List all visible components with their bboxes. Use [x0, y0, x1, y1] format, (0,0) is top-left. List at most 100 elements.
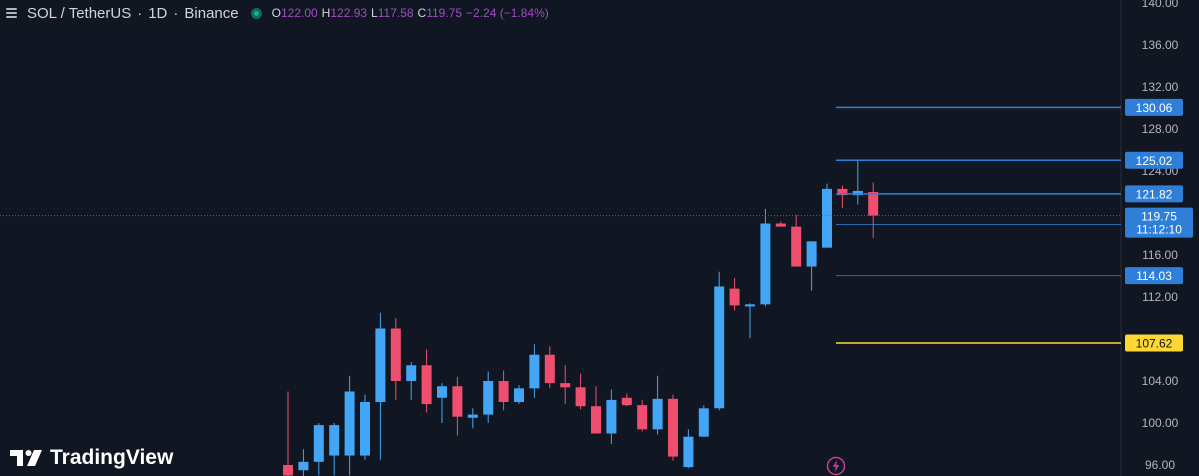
last-price-value: 119.75 [1141, 210, 1177, 224]
candle-body [868, 192, 879, 216]
candle-body [452, 386, 463, 417]
candle-body [375, 328, 386, 402]
separator: · [137, 4, 143, 22]
candle [683, 429, 694, 469]
flash-icon[interactable] [826, 456, 846, 476]
candle [529, 344, 540, 398]
ohlc-key: L [371, 6, 378, 20]
level-label-text: 114.03 [1136, 269, 1172, 283]
candle-body [344, 391, 355, 456]
level-label: 121.82 [1125, 185, 1183, 203]
candle-body [591, 406, 601, 434]
candle-body [360, 402, 370, 456]
tradingview-logo[interactable]: TradingView [10, 446, 173, 470]
candle-body [406, 365, 417, 381]
ohlc-value: 119.75 [426, 6, 463, 20]
level-label-bg [1125, 334, 1183, 352]
candle [806, 241, 817, 291]
candle-body [822, 188, 832, 248]
interval[interactable]: 1D [148, 4, 168, 22]
candle [498, 370, 509, 411]
candle [483, 371, 494, 423]
exchange: Binance [184, 4, 239, 22]
ohlc-key: O [271, 6, 281, 20]
y-tick-label: 112.00 [1142, 290, 1178, 304]
y-tick-label: 128.00 [1142, 122, 1179, 136]
price-change: −2.24 (−1.84%) [466, 6, 549, 20]
candle [852, 159, 863, 205]
price-axis[interactable]: 140.00136.00132.00128.00124.00116.00112.… [1125, 0, 1193, 472]
symbol-header[interactable]: SOL / TetherUS · 1D · Binance O122.00 H1… [6, 3, 549, 23]
candle-body [514, 388, 524, 402]
symbol-name[interactable]: SOL / TetherUS [27, 4, 132, 22]
tradingview-logo-icon [10, 450, 42, 466]
candle [575, 373, 586, 410]
level-label: 107.62 [1125, 334, 1183, 352]
ohlc-values: O122.00 H122.93 L117.58 C119.75 −2.24 (−… [272, 6, 549, 20]
level-label-bg [1125, 151, 1183, 169]
level-label-bg [1125, 267, 1183, 285]
countdown-timer: 11:12:10 [1136, 223, 1182, 237]
candle [390, 318, 401, 400]
menu-icon[interactable] [6, 8, 17, 18]
candle-body [621, 397, 632, 406]
candle-body [421, 365, 432, 405]
y-tick-label: 132.00 [1142, 80, 1179, 94]
candle-body [437, 386, 447, 398]
candle-body [329, 425, 340, 456]
candle [745, 303, 755, 338]
candle [283, 391, 293, 476]
candle-body [837, 188, 848, 196]
y-tick-label: 96.00 [1145, 458, 1175, 472]
candle [360, 394, 370, 460]
candle-body [298, 461, 309, 471]
candle-body [775, 223, 786, 227]
candle-body [729, 288, 740, 306]
level-label-text: 107.62 [1136, 336, 1173, 350]
candle [791, 215, 802, 267]
candle-body [714, 286, 725, 409]
candle [868, 182, 879, 239]
candle [729, 278, 740, 311]
ohlc-value: 122.93 [330, 6, 368, 20]
ohlc-key: C [417, 6, 427, 20]
candle-body [652, 398, 663, 430]
candle [621, 393, 632, 407]
candle [822, 183, 832, 248]
ohlc-value: 122.00 [280, 6, 318, 20]
candle-body [683, 436, 694, 468]
candle-body [544, 354, 555, 384]
candle-body [560, 383, 571, 388]
level-label-bg [1125, 185, 1183, 203]
candle [560, 365, 571, 405]
candle [344, 375, 355, 476]
candles [283, 159, 879, 476]
candle-body [698, 408, 709, 437]
candle-body [745, 304, 755, 307]
y-tick-label: 136.00 [1142, 38, 1179, 52]
last-price-bg [1125, 207, 1193, 238]
candle-body [606, 399, 617, 434]
level-label-text: 125.02 [1136, 154, 1173, 168]
separator: · [173, 4, 179, 22]
candle [514, 385, 524, 405]
candle [760, 208, 771, 307]
ohlc-value: 117.58 [377, 6, 414, 20]
candle [775, 221, 786, 227]
candle [329, 423, 340, 476]
candle-body [390, 328, 401, 381]
candle-body [575, 387, 586, 407]
level-label: 114.03 [1125, 267, 1183, 285]
ohlc-key: H [321, 6, 331, 20]
level-label: 130.06 [1125, 98, 1183, 116]
candle-body [637, 405, 648, 430]
candle-body [852, 190, 863, 196]
candle [375, 312, 386, 460]
candle [421, 349, 432, 413]
candle [437, 383, 447, 423]
y-tick-label: 100.00 [1142, 416, 1179, 430]
market-status-icon[interactable] [250, 7, 262, 19]
